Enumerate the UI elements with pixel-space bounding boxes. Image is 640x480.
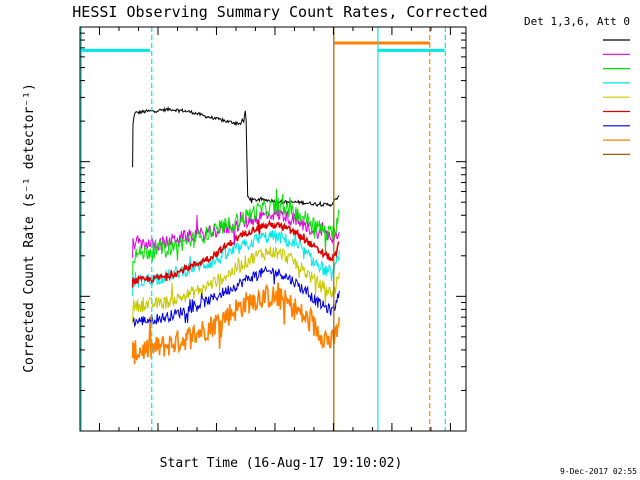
series-line-6	[132, 265, 340, 328]
series-line-4	[132, 245, 340, 324]
series-line-7	[131, 282, 341, 365]
y-axis-label: Corrected Count Rate (s⁻¹ detector⁻¹)	[22, 83, 37, 373]
series-line-2	[132, 188, 340, 275]
series-line-1	[132, 208, 340, 258]
chart-footer: 9-Dec-2017 02:55	[560, 467, 637, 476]
x-axis-label: Start Time (16-Aug-17 19:10:02)	[160, 456, 403, 471]
series-line-5	[131, 219, 340, 288]
chart-title: HESSI Observing Summary Count Rates, Cor…	[72, 3, 487, 21]
axes	[79, 26, 467, 432]
plot-frame	[79, 26, 467, 432]
legend: Det 1,3,6, Att 0	[524, 15, 630, 155]
annotation-layer	[80, 27, 446, 431]
series-layer	[131, 106, 341, 365]
series-line-0	[132, 106, 340, 208]
legend-title: Det 1,3,6, Att 0	[524, 15, 630, 28]
